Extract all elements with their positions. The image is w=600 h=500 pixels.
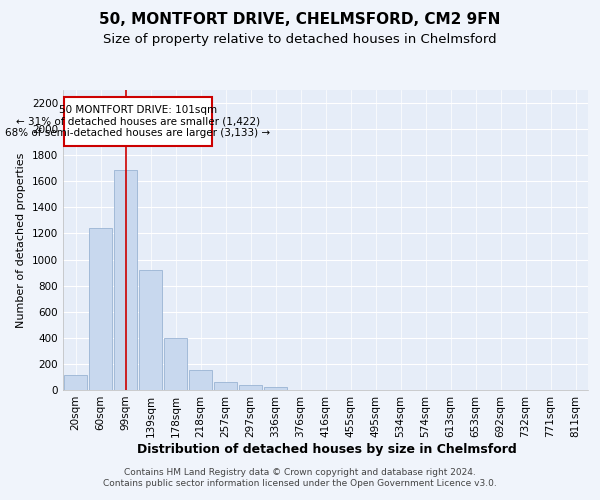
Bar — [239, 386, 262, 390]
Text: 50, MONTFORT DRIVE, CHELMSFORD, CM2 9FN: 50, MONTFORT DRIVE, CHELMSFORD, CM2 9FN — [100, 12, 500, 28]
Bar — [113, 170, 137, 390]
Text: 50 MONTFORT DRIVE: 101sqm
← 31% of detached houses are smaller (1,422)
68% of se: 50 MONTFORT DRIVE: 101sqm ← 31% of detac… — [5, 104, 271, 138]
Bar — [64, 375, 88, 390]
Bar — [214, 382, 238, 390]
Bar — [139, 270, 163, 390]
Y-axis label: Number of detached properties: Number of detached properties — [16, 152, 26, 328]
Bar — [263, 387, 287, 390]
Text: Contains HM Land Registry data © Crown copyright and database right 2024.
Contai: Contains HM Land Registry data © Crown c… — [103, 468, 497, 487]
FancyBboxPatch shape — [64, 96, 212, 146]
Text: Size of property relative to detached houses in Chelmsford: Size of property relative to detached ho… — [103, 32, 497, 46]
Bar — [89, 228, 112, 390]
Text: Distribution of detached houses by size in Chelmsford: Distribution of detached houses by size … — [137, 442, 517, 456]
Bar — [188, 370, 212, 390]
Bar — [164, 338, 187, 390]
